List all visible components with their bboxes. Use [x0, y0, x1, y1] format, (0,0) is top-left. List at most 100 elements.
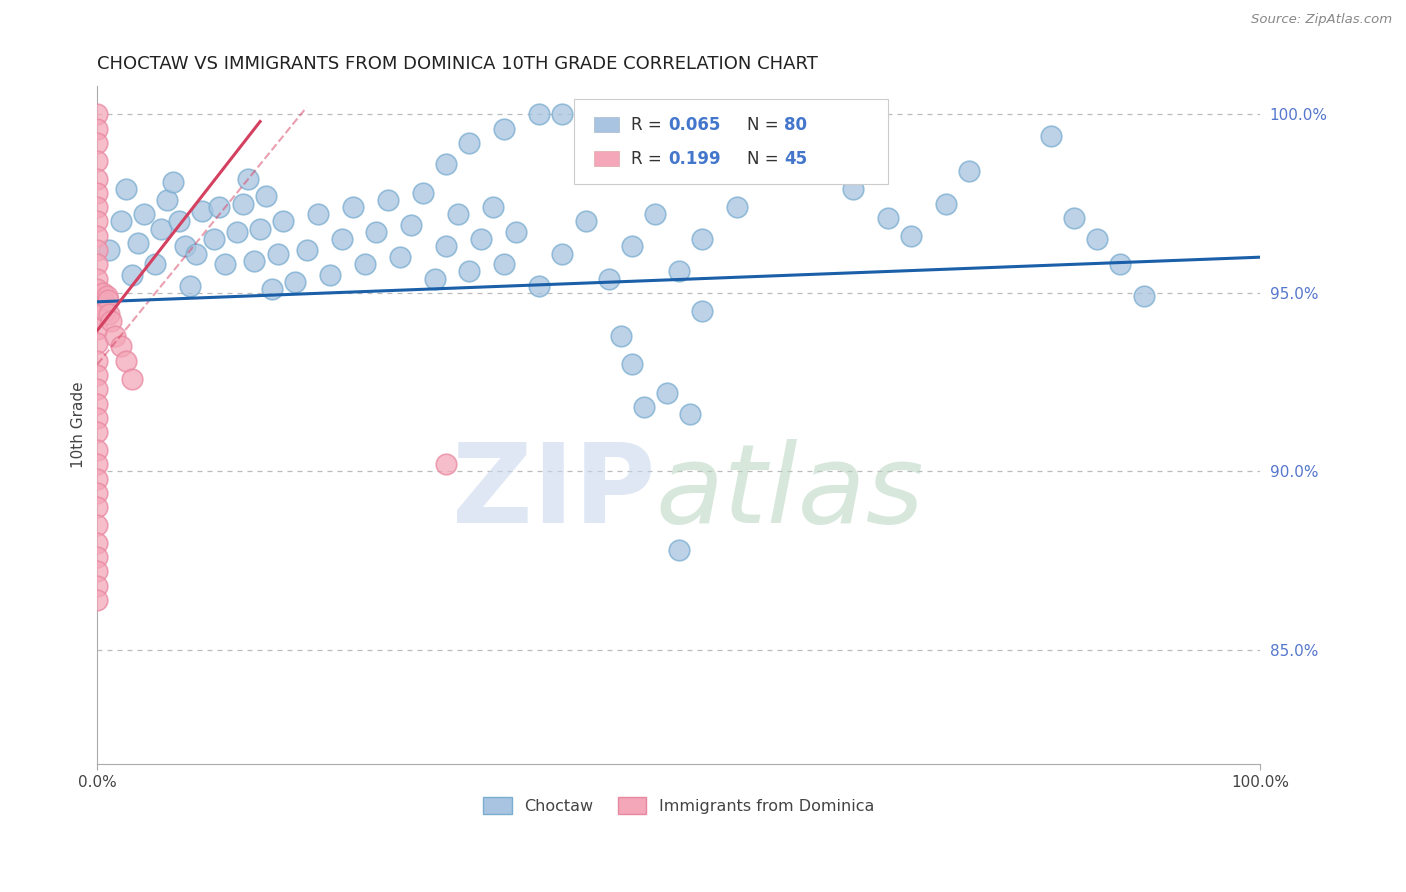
Text: 80: 80 [785, 116, 807, 134]
Point [86, 136, 108, 150]
Point [110, 339, 132, 353]
Point [202, 232, 225, 246]
Point [86, 579, 108, 593]
Point [633, 400, 655, 414]
Point [121, 371, 143, 385]
Point [86, 500, 108, 515]
Point [458, 264, 481, 278]
Point [447, 207, 470, 221]
Point [150, 221, 173, 235]
Point [127, 235, 149, 250]
Point [98, 307, 121, 321]
Legend: Choctaw, Immigrants from Dominica: Choctaw, Immigrants from Dominica [482, 797, 875, 814]
Point [725, 200, 748, 214]
Point [156, 193, 179, 207]
Point [1132, 289, 1154, 303]
Point [644, 207, 666, 221]
Point [91, 285, 114, 300]
Point [679, 407, 702, 421]
Point [690, 303, 713, 318]
Point [121, 268, 143, 282]
Point [86, 107, 108, 121]
Point [551, 246, 574, 260]
Point [575, 107, 598, 121]
Point [94, 303, 117, 318]
Point [86, 396, 108, 410]
Point [1039, 128, 1062, 143]
Point [935, 196, 957, 211]
Point [494, 121, 516, 136]
Point [86, 293, 108, 307]
Point [458, 136, 481, 150]
Point [957, 164, 980, 178]
Text: 0.199: 0.199 [668, 150, 721, 168]
Point [1109, 257, 1132, 271]
Point [86, 353, 108, 368]
Point [186, 246, 208, 260]
Point [86, 565, 108, 579]
Point [86, 382, 108, 396]
Point [434, 457, 457, 471]
Point [86, 536, 108, 550]
Point [668, 543, 690, 558]
Point [86, 307, 108, 321]
Point [86, 550, 108, 565]
Point [273, 214, 295, 228]
Text: Source: ZipAtlas.com: Source: ZipAtlas.com [1251, 13, 1392, 27]
Point [668, 264, 690, 278]
Point [877, 211, 900, 225]
Point [86, 214, 108, 228]
Point [86, 425, 108, 439]
Text: 0.065: 0.065 [668, 116, 721, 134]
Point [330, 232, 353, 246]
Point [162, 175, 184, 189]
Point [284, 275, 307, 289]
Y-axis label: 10th Grade: 10th Grade [72, 382, 86, 468]
Point [842, 182, 865, 196]
Point [353, 257, 375, 271]
Text: atlas: atlas [655, 440, 924, 546]
Text: N =: N = [747, 116, 785, 134]
Point [319, 268, 342, 282]
Point [238, 171, 260, 186]
Point [598, 271, 620, 285]
Point [86, 186, 108, 200]
Point [505, 225, 527, 239]
Point [115, 353, 138, 368]
Point [1085, 232, 1108, 246]
Point [1063, 211, 1085, 225]
Point [86, 593, 108, 607]
Point [260, 282, 283, 296]
Point [145, 257, 167, 271]
Point [86, 282, 108, 296]
Point [173, 239, 195, 253]
Point [86, 410, 108, 425]
Point [551, 107, 574, 121]
Point [225, 225, 247, 239]
FancyBboxPatch shape [574, 99, 889, 184]
Point [96, 289, 118, 303]
Point [494, 257, 516, 271]
Point [527, 107, 550, 121]
Point [86, 257, 108, 271]
Text: 45: 45 [785, 150, 807, 168]
Point [243, 253, 266, 268]
FancyBboxPatch shape [593, 152, 620, 167]
Point [104, 328, 127, 343]
Point [214, 257, 236, 271]
Text: CHOCTAW VS IMMIGRANTS FROM DOMINICA 10TH GRADE CORRELATION CHART: CHOCTAW VS IMMIGRANTS FROM DOMINICA 10TH… [97, 55, 818, 73]
Point [208, 200, 231, 214]
Point [609, 328, 631, 343]
Text: N =: N = [747, 150, 785, 168]
Text: ZIP: ZIP [453, 440, 655, 546]
Text: R =: R = [631, 116, 666, 134]
Point [434, 239, 457, 253]
Point [191, 203, 214, 218]
Point [86, 471, 108, 485]
Point [254, 189, 277, 203]
Point [575, 214, 598, 228]
Point [132, 207, 155, 221]
Point [423, 271, 446, 285]
Point [366, 225, 388, 239]
Point [115, 182, 138, 196]
